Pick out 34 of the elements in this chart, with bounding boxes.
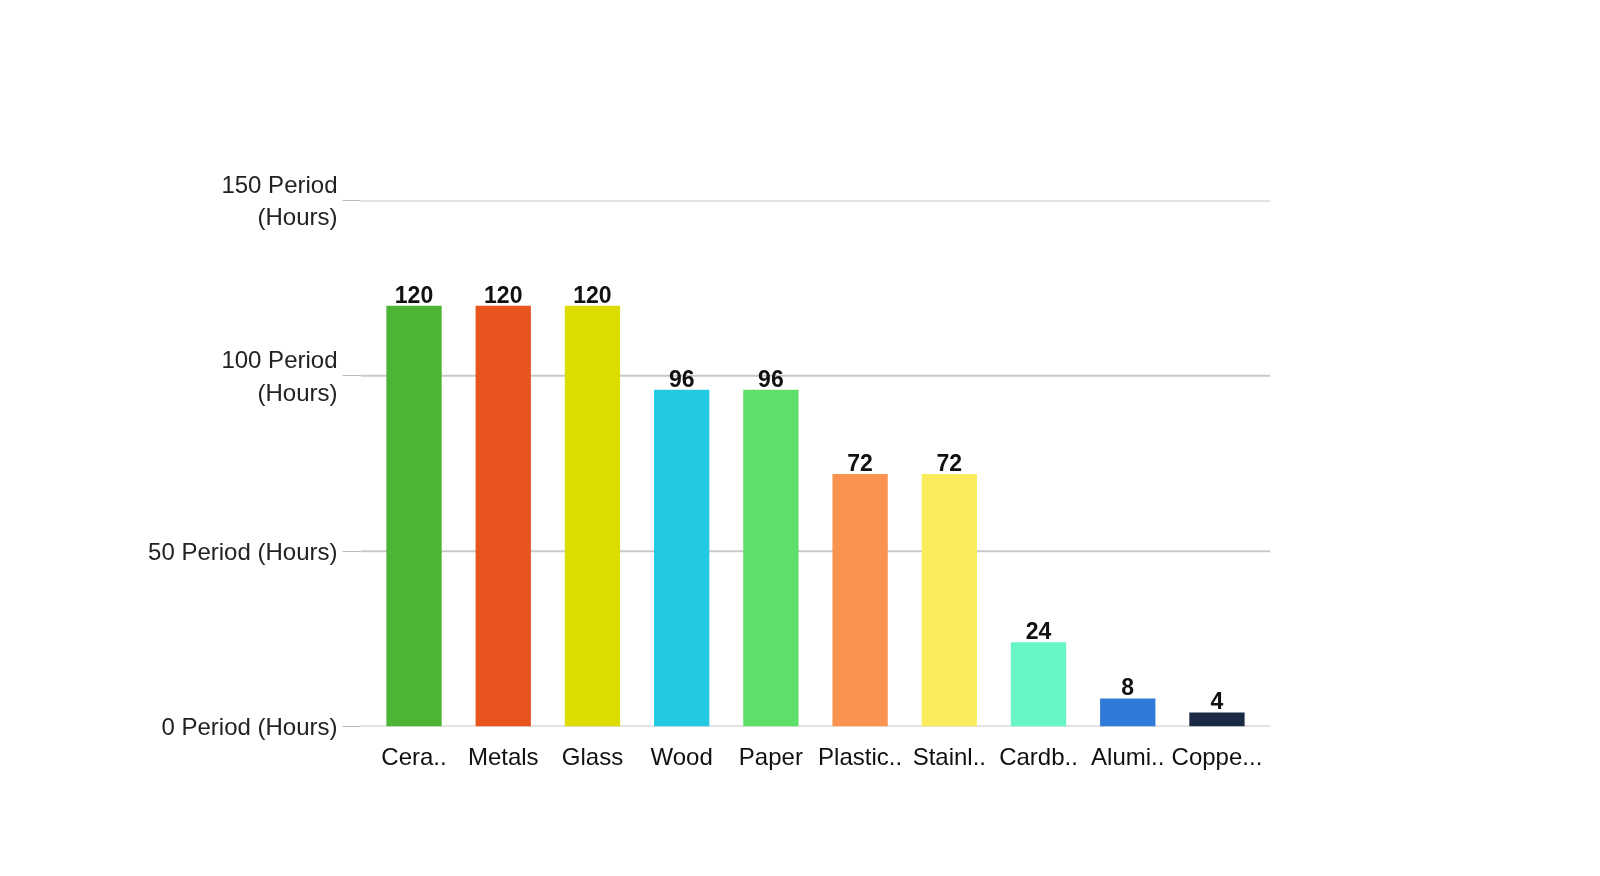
x-tick-label: Wood [650,742,713,770]
x-tick-label: Cera.. [381,742,447,770]
bar [564,305,621,727]
x-tick-label: Stainl.. [912,742,987,770]
data-label: 24 [1025,618,1052,645]
data-label: 4 [1210,688,1224,715]
bar [921,474,977,727]
bar [743,389,799,727]
x-tick-label: Glass [561,742,624,770]
y-tick-label: 0 Period (Hours) [161,713,338,740]
data-label: 72 [936,450,963,477]
data-label: 120 [484,281,523,308]
x-tick-label: Metals [467,742,539,770]
data-label: 96 [668,365,695,392]
x-tick-label: Alumi.. [1091,742,1165,770]
data-label: 120 [573,281,612,308]
data-label: 72 [847,450,873,477]
y-tick-label: 100 Period (Hours) [221,346,338,406]
data-label: 96 [758,365,784,392]
x-tick-label: Cardb.. [999,742,1078,770]
data-label: 120 [394,281,434,308]
data-label: 8 [1121,674,1135,701]
bar [386,305,442,727]
x-tick-label: Plastic.. [818,742,903,770]
bar [1189,712,1245,727]
y-tick-label: 50 Period (Hours) [148,537,338,565]
bar [832,474,888,727]
bar [1100,698,1156,727]
bar [1010,642,1067,727]
bar [475,305,531,727]
x-tick-label: Coppe... [1171,742,1263,770]
y-tick-label: 150 Period (Hours) [221,170,338,231]
bar [654,389,710,727]
x-tick-label: Paper [738,742,803,770]
